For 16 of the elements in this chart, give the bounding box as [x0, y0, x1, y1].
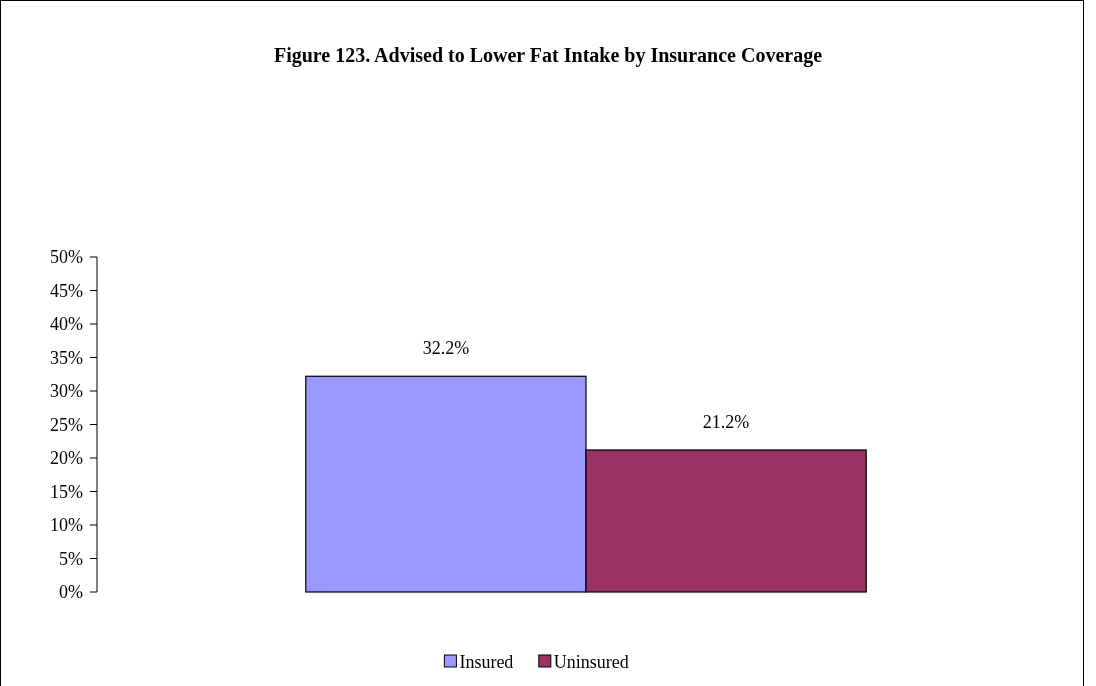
chart-title: Figure 123. Advised to Lower Fat Intake by Insurance Coverage — [273, 44, 823, 67]
legend-label: Insured — [459, 652, 514, 673]
legend-label: Uninsured — [553, 652, 629, 673]
y-tick-label: 5% — [59, 548, 83, 569]
y-tick-label: 50% — [50, 247, 83, 268]
y-tick-label: 0% — [59, 582, 83, 603]
data-label: 21.2% — [702, 411, 750, 432]
y-tick-label: 20% — [50, 448, 83, 469]
y-tick-label: 40% — [50, 314, 83, 335]
y-tick-label: 35% — [50, 347, 83, 368]
y-tick-label: 45% — [50, 280, 83, 301]
y-tick-label: 10% — [50, 515, 83, 536]
y-tick-label: 25% — [50, 414, 83, 435]
y-tick-label: 30% — [50, 381, 83, 402]
y-tick-label: 15% — [50, 481, 83, 502]
data-label: 32.2% — [422, 338, 470, 359]
